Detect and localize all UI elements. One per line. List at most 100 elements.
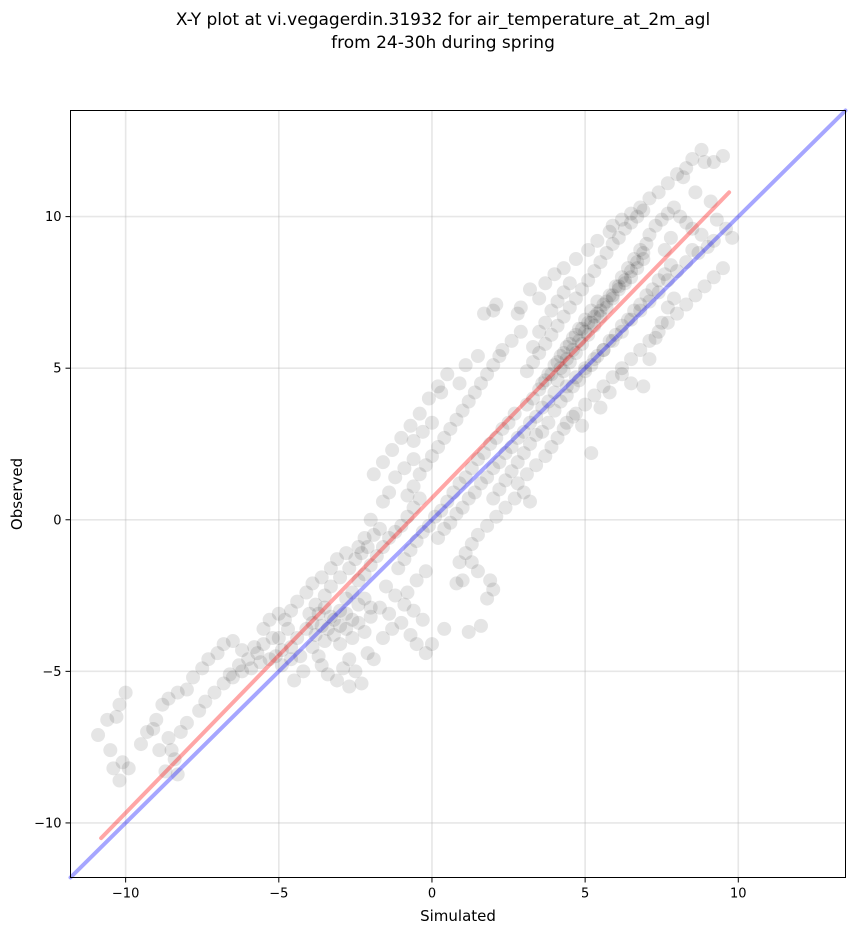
data-point <box>633 200 648 215</box>
data-point <box>470 349 485 364</box>
data-point <box>106 761 121 776</box>
data-point <box>501 415 516 430</box>
data-point <box>492 455 507 470</box>
data-point <box>100 712 115 727</box>
data-point <box>614 361 629 376</box>
data-point <box>449 576 464 591</box>
data-point <box>326 627 341 642</box>
data-point <box>706 233 721 248</box>
data-point <box>562 300 577 315</box>
data-point <box>366 467 381 482</box>
data-point <box>556 285 571 300</box>
data-point <box>522 415 537 430</box>
data-point <box>642 352 657 367</box>
data-point <box>366 527 381 542</box>
data-point <box>222 667 237 682</box>
data-point <box>360 540 375 555</box>
data-point <box>256 621 271 636</box>
data-point <box>412 491 427 506</box>
data-point <box>400 585 415 600</box>
data-point <box>605 236 620 251</box>
data-point <box>418 646 433 661</box>
data-point <box>109 709 124 724</box>
data-point <box>382 606 397 621</box>
data-point <box>633 297 648 312</box>
data-point <box>568 291 583 306</box>
y-tick-label: 0 <box>53 513 61 528</box>
x-tick-label: 0 <box>428 887 436 902</box>
data-point <box>587 352 602 367</box>
data-point <box>477 446 492 461</box>
data-point <box>357 624 372 639</box>
data-point <box>403 543 418 558</box>
data-point <box>651 273 666 288</box>
data-point <box>434 503 449 518</box>
data-point <box>544 367 559 382</box>
data-point <box>657 242 672 257</box>
data-point <box>317 588 332 603</box>
data-point <box>624 352 639 367</box>
data-point <box>431 530 446 545</box>
data-point <box>231 658 246 673</box>
data-point <box>498 446 513 461</box>
data-point <box>449 412 464 427</box>
data-point <box>351 615 366 630</box>
data-point <box>590 294 605 309</box>
y-axis-label: Observed <box>8 458 26 530</box>
data-point <box>473 476 488 491</box>
data-point <box>507 406 522 421</box>
data-point <box>115 755 130 770</box>
data-point <box>639 236 654 251</box>
data-point <box>375 540 390 555</box>
data-point <box>369 549 384 564</box>
data-point <box>164 743 179 758</box>
data-point <box>280 621 295 636</box>
chart-title: X-Y plot at vi.vegagerdin.31932 for air_… <box>176 10 710 30</box>
data-point <box>550 294 565 309</box>
data-point <box>581 327 596 342</box>
data-point <box>660 300 675 315</box>
data-point <box>565 342 580 357</box>
data-point <box>519 467 534 482</box>
data-point <box>556 421 571 436</box>
data-point <box>538 276 553 291</box>
data-point <box>121 761 136 776</box>
data-point <box>333 570 348 585</box>
data-point <box>317 634 332 649</box>
data-point <box>660 206 675 221</box>
data-point <box>470 527 485 542</box>
data-point <box>235 664 250 679</box>
data-point <box>526 391 541 406</box>
data-point <box>575 336 590 351</box>
data-point <box>394 518 409 533</box>
data-point <box>590 306 605 321</box>
data-point <box>630 261 645 276</box>
data-point <box>486 582 501 597</box>
data-point <box>437 621 452 636</box>
data-point <box>556 309 571 324</box>
data-point <box>256 637 271 652</box>
data-point <box>526 355 541 370</box>
data-point <box>636 203 651 218</box>
data-point <box>584 303 599 318</box>
data-point <box>663 258 678 273</box>
data-point <box>495 342 510 357</box>
data-point <box>532 346 547 361</box>
data-point <box>624 215 639 230</box>
data-point <box>366 652 381 667</box>
x-tick-label: 5 <box>581 887 589 902</box>
data-point <box>348 664 363 679</box>
plot-frame <box>70 110 846 878</box>
data-point <box>706 270 721 285</box>
data-point <box>538 336 553 351</box>
data-point <box>351 540 366 555</box>
data-point <box>565 379 580 394</box>
data-point <box>170 767 185 782</box>
data-point <box>397 597 412 612</box>
data-point <box>455 403 470 418</box>
data-point <box>627 252 642 267</box>
data-point <box>584 446 599 461</box>
data-point <box>155 697 170 712</box>
data-point <box>651 285 666 300</box>
